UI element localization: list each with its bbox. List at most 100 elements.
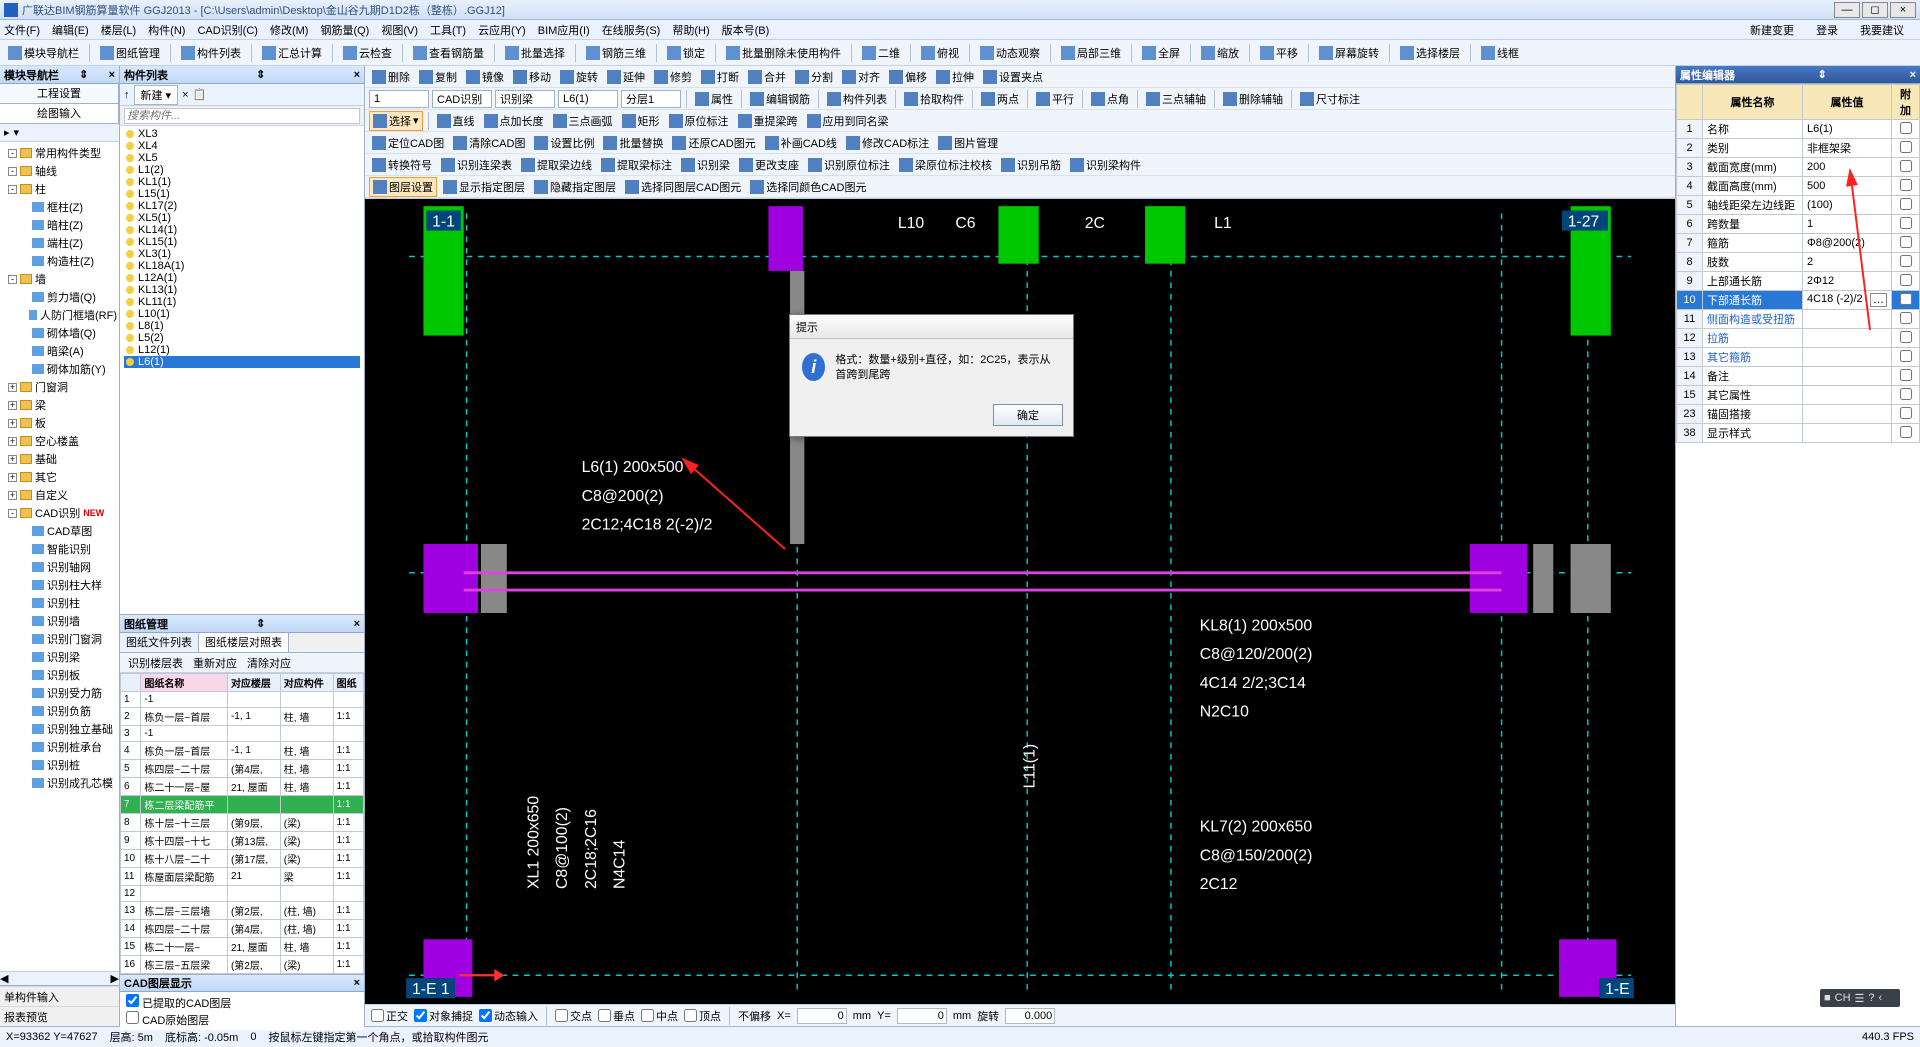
edit-tool[interactable]: 偏移: [886, 68, 930, 86]
recognize-select[interactable]: 识别梁: [495, 90, 555, 108]
tree-node[interactable]: 端柱(Z): [2, 234, 117, 252]
cad-tool[interactable]: 清除CAD图: [450, 134, 528, 152]
menu-item[interactable]: 视图(V): [381, 22, 418, 38]
menu-item[interactable]: 版本号(B): [722, 22, 770, 38]
draw-tool[interactable]: 原位标注: [666, 112, 732, 130]
member-panel-close-icon[interactable]: ×: [354, 69, 360, 81]
table-row[interactable]: 8 栋十层~十三层(第9层,(梁)1:1: [121, 814, 364, 832]
prop-pin-icon[interactable]: ⇕: [1818, 68, 1827, 81]
toolbar-button[interactable]: 缩放: [1197, 44, 1243, 62]
toolbar-button[interactable]: 平移: [1256, 44, 1302, 62]
context-tool[interactable]: 拾取构件: [901, 90, 967, 108]
table-row[interactable]: 16 栋三层~五层梁(第2层,(梁)1:1: [121, 956, 364, 974]
tree-node[interactable]: 识别桩承台: [2, 738, 117, 756]
scrollbar-left[interactable]: ◀: [0, 972, 8, 985]
tree-node[interactable]: 暗柱(Z): [2, 216, 117, 234]
layer-tool[interactable]: 隐藏指定图层: [531, 178, 619, 196]
context-tool[interactable]: 平行: [1033, 90, 1077, 108]
member-item[interactable]: L6(1): [124, 356, 360, 368]
tree-node[interactable]: +板: [2, 414, 117, 432]
draw-tool[interactable]: 应用到同名梁: [804, 112, 892, 130]
context-tool[interactable]: 两点: [978, 90, 1022, 108]
draw-tool[interactable]: 点加长度: [481, 112, 547, 130]
menu-item[interactable]: 在线服务(S): [602, 22, 661, 38]
edit-tool[interactable]: 镜像: [463, 68, 507, 86]
property-row[interactable]: 5轴线距梁左边线距(100): [1677, 196, 1920, 215]
member-item[interactable]: L10(1): [124, 308, 360, 320]
member-list[interactable]: XL3XL4XL5L1(2)KL1(1)L15(1)KL17(2)XL5(1)K…: [120, 126, 364, 614]
member-item[interactable]: KL15(1): [124, 236, 360, 248]
edit-tool[interactable]: 分割: [792, 68, 836, 86]
tree-node[interactable]: 识别柱大样: [2, 576, 117, 594]
menu-item[interactable]: 云应用(Y): [478, 22, 526, 38]
toolbar-button[interactable]: 模块导航栏: [4, 44, 83, 62]
context-tool[interactable]: 删除辅轴: [1220, 90, 1286, 108]
member-item[interactable]: KL18A(1): [124, 260, 360, 272]
mode-select[interactable]: CAD识别: [432, 90, 492, 108]
toolbar-button[interactable]: 构件列表: [177, 44, 245, 62]
toolbar-button[interactable]: 线框: [1477, 44, 1523, 62]
cad-tool[interactable]: 定位CAD图: [369, 134, 447, 152]
menu-item[interactable]: 帮助(H): [672, 22, 709, 38]
suggest-button[interactable]: 我要建议: [1860, 22, 1904, 38]
drawing-canvas[interactable]: L6(1) 200x500 C8@200(2) 2C12;4C18 2(-2)/…: [365, 199, 1675, 1004]
tab-drawing-files[interactable]: 图纸文件列表: [120, 633, 199, 652]
table-row[interactable]: 11 栋屋面层梁配筋21梁1:1: [121, 868, 364, 886]
tree-node[interactable]: 构造柱(Z): [2, 252, 117, 270]
draw-tool[interactable]: 矩形: [619, 112, 663, 130]
toolbar-button[interactable]: 二维: [858, 44, 904, 62]
context-tool[interactable]: 构件列表: [824, 90, 890, 108]
drawing-mgr-close-icon[interactable]: ×: [354, 618, 360, 630]
property-row[interactable]: 8肢数2: [1677, 253, 1920, 272]
member-item[interactable]: L8(1): [124, 320, 360, 332]
tab-project-settings[interactable]: 工程设置: [0, 84, 119, 103]
tree-node[interactable]: 砌体加筋(Y): [2, 360, 117, 378]
context-tool[interactable]: 点角: [1088, 90, 1132, 108]
tree-node[interactable]: 识别受力筋: [2, 684, 117, 702]
table-row[interactable]: 6 栋二十一层~屋21, 屋面柱, 墙1:1: [121, 778, 364, 796]
toolbar-button[interactable]: 云检查: [339, 44, 396, 62]
context-tool[interactable]: 尺寸标注: [1297, 90, 1363, 108]
tree-node[interactable]: 识别桩: [2, 756, 117, 774]
property-row[interactable]: 1名称L6(1): [1677, 120, 1920, 139]
recognize-tool[interactable]: 识别梁构件: [1067, 156, 1144, 174]
report-preview[interactable]: 报表预览: [0, 1006, 119, 1026]
layer-tool[interactable]: 选择同图层CAD图元: [622, 178, 744, 196]
recognize-floor-table[interactable]: 识别楼层表: [124, 655, 187, 671]
tree-node[interactable]: 智能识别: [2, 540, 117, 558]
property-row[interactable]: 2类别非框架梁: [1677, 139, 1920, 158]
tree-node[interactable]: +梁: [2, 396, 117, 414]
tree-node[interactable]: 剪力墙(Q): [2, 288, 117, 306]
osnap-toggle[interactable]: 对象捕捉: [414, 1008, 473, 1024]
y-input[interactable]: [897, 1008, 947, 1024]
property-row[interactable]: 13其它箍筋: [1677, 348, 1920, 367]
table-row[interactable]: 7 栋二层梁配筋平1:1: [121, 796, 364, 814]
layer-select[interactable]: 分层1: [621, 90, 681, 108]
tree-node[interactable]: 识别柱: [2, 594, 117, 612]
menu-item[interactable]: 工具(T): [430, 22, 466, 38]
tree-node[interactable]: 识别独立基础: [2, 720, 117, 738]
tree-node[interactable]: +空心楼盖: [2, 432, 117, 450]
draw-tool[interactable]: 三点画弧: [550, 112, 616, 130]
layer-tool[interactable]: 图层设置: [369, 177, 437, 197]
menu-item[interactable]: BIM应用(I): [538, 22, 590, 38]
member-delete-icon[interactable]: ×: [182, 89, 188, 101]
recognize-tool[interactable]: 识别梁: [678, 156, 733, 174]
tree-node[interactable]: -常用构件类型: [2, 144, 117, 162]
minimize-button[interactable]: —: [1834, 2, 1860, 18]
toolbar-button[interactable]: 屏幕旋转: [1315, 44, 1383, 62]
tree-node[interactable]: 砌体墙(Q): [2, 324, 117, 342]
edit-tool[interactable]: 拉伸: [933, 68, 977, 86]
table-row[interactable]: 4 栋负一层~首层-1, 1柱, 墙1:1: [121, 742, 364, 760]
edit-tool[interactable]: 删除: [369, 68, 413, 86]
new-change-button[interactable]: 新建变更: [1750, 22, 1794, 38]
menu-item[interactable]: 构件(N): [148, 22, 185, 38]
toolbar-button[interactable]: 图纸管理: [96, 44, 164, 62]
table-row[interactable]: 5 栋四层~二十层(第4层,柱, 墙1:1: [121, 760, 364, 778]
cad-tool[interactable]: 补画CAD线: [762, 134, 840, 152]
layer-tool[interactable]: 选择同颜色CAD图元: [747, 178, 869, 196]
toolbar-button[interactable]: 局部三维: [1057, 44, 1125, 62]
edit-tool[interactable]: 旋转: [557, 68, 601, 86]
select-tool[interactable]: 选择 ▾: [369, 111, 423, 131]
toolbar-button[interactable]: 锁定: [663, 44, 709, 62]
